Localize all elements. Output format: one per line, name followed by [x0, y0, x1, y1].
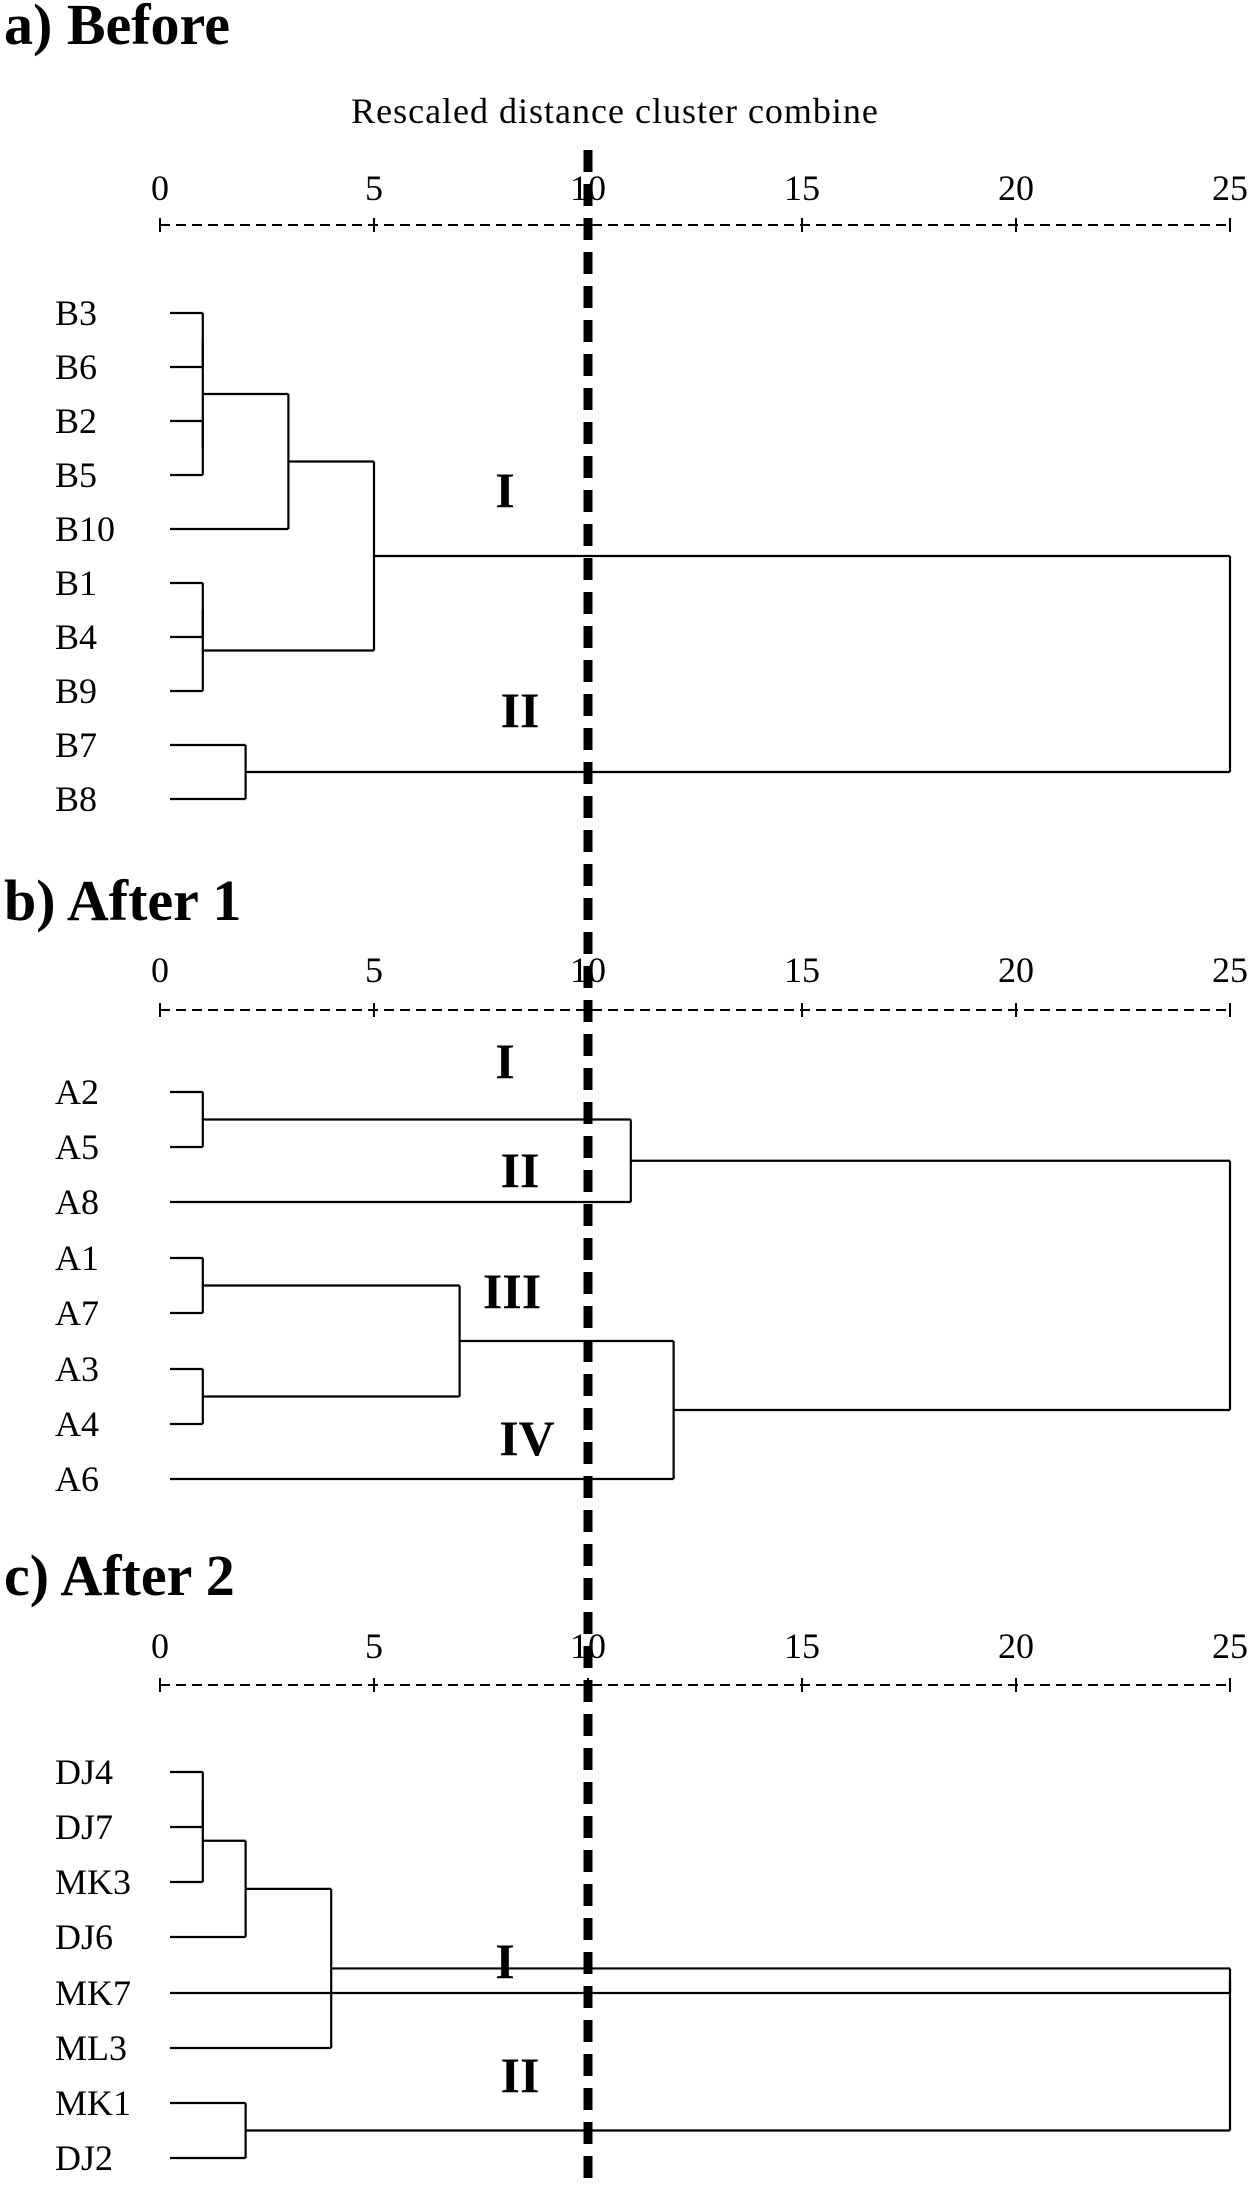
- axis-tick-label: 15: [784, 950, 820, 990]
- leaf-label: MK3: [55, 1862, 131, 1902]
- axis-tick-label: 15: [784, 1626, 820, 1666]
- panel-title: b) After 1: [4, 868, 241, 933]
- cluster-label: III: [483, 1263, 541, 1319]
- axis-tick-label: 0: [151, 168, 169, 208]
- panel-3: c) After 20510152025DJ4DJ7MK3DJ6MK7ML3MK…: [4, 1543, 1248, 2178]
- leaf-label: MK1: [55, 2083, 131, 2123]
- cluster-label: II: [501, 682, 540, 738]
- axis-tick-label: 20: [998, 950, 1034, 990]
- leaf-label: DJ7: [55, 1807, 113, 1847]
- panel-title: c) After 2: [4, 1543, 235, 1608]
- dendrogram-panels: a) Before0510152025B3B6B2B5B10B1B4B9B7B8…: [4, 0, 1248, 2178]
- leaf-label: A6: [55, 1459, 99, 1499]
- leaf-label: B10: [55, 509, 115, 549]
- axis-tick-label: 20: [998, 168, 1034, 208]
- leaf-label: B4: [55, 617, 97, 657]
- leaf-label: A2: [55, 1072, 99, 1112]
- panel-2: b) After 10510152025A2A5A8A1A7A3A4A6IIII…: [4, 868, 1248, 1499]
- axis-tick-label: 25: [1212, 1626, 1248, 1666]
- axis-tick-label: 0: [151, 950, 169, 990]
- axis-tick-label: 5: [365, 168, 383, 208]
- axis-tick-label: 25: [1212, 950, 1248, 990]
- axis-tick-label: 25: [1212, 168, 1248, 208]
- leaf-label: A7: [55, 1293, 99, 1333]
- leaf-label: A4: [55, 1404, 99, 1444]
- leaf-label: B9: [55, 671, 97, 711]
- cluster-label: II: [501, 1142, 540, 1198]
- cluster-label: I: [495, 1033, 514, 1089]
- panel-title: a) Before: [4, 0, 230, 57]
- cluster-label: I: [495, 462, 514, 518]
- leaf-label: DJ6: [55, 1917, 113, 1957]
- leaf-label: MK7: [55, 1973, 131, 2013]
- leaf-label: A1: [55, 1238, 99, 1278]
- leaf-label: ML3: [55, 2028, 127, 2068]
- axis-tick-label: 20: [998, 1626, 1034, 1666]
- leaf-label: DJ2: [55, 2138, 113, 2178]
- cluster-label: II: [501, 2047, 540, 2103]
- panel-1: a) Before0510152025B3B6B2B5B10B1B4B9B7B8…: [4, 0, 1248, 819]
- leaf-label: B5: [55, 455, 97, 495]
- leaf-label: B3: [55, 293, 97, 333]
- leaf-label: B7: [55, 725, 97, 765]
- leaf-label: B1: [55, 563, 97, 603]
- leaf-label: DJ4: [55, 1752, 113, 1792]
- axis-tick-label: 0: [151, 1626, 169, 1666]
- axis-tick-label: 5: [365, 1626, 383, 1666]
- leaf-label: A5: [55, 1127, 99, 1167]
- leaf-label: B6: [55, 347, 97, 387]
- leaf-label: A3: [55, 1349, 99, 1389]
- axis-tick-label: 5: [365, 950, 383, 990]
- leaf-label: B8: [55, 779, 97, 819]
- leaf-label: B2: [55, 401, 97, 441]
- leaf-label: A8: [55, 1182, 99, 1222]
- axis-tick-label: 15: [784, 168, 820, 208]
- axis-title: Rescaled distance cluster combine: [351, 91, 879, 131]
- cluster-label: IV: [499, 1410, 555, 1466]
- cluster-label: I: [495, 1933, 514, 1989]
